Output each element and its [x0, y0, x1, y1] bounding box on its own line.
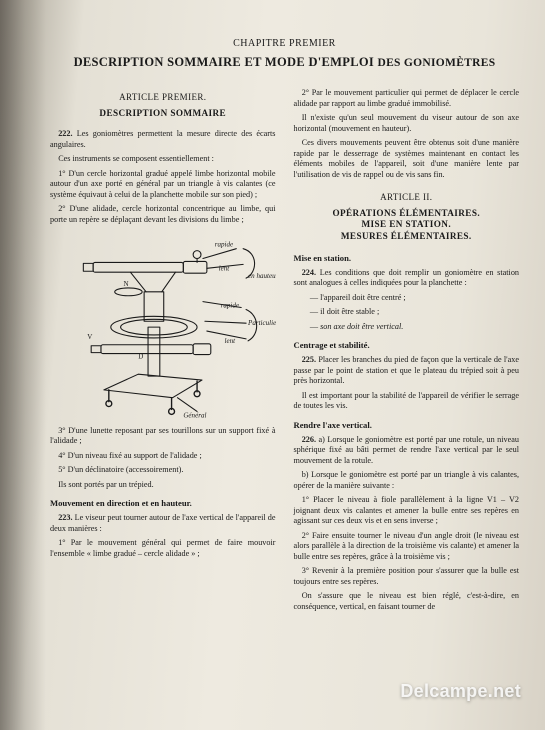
- list-item-end: Ils sont portés par un trépied.: [50, 480, 276, 491]
- para-226-end: On s'assure que le niveau est bien réglé…: [294, 591, 520, 612]
- para-225-text: Placer les branches du pied de façon que…: [294, 355, 520, 385]
- article-1-head: ARTICLE PREMIER.: [50, 92, 276, 104]
- para-single-mvt: Il n'existe qu'un seul mouvement du vise…: [294, 113, 520, 134]
- book-page: CHAPITRE PREMIER DESCRIPTION SOMMAIRE ET…: [0, 0, 545, 730]
- fig-label-rapide-2: rapide: [221, 302, 239, 310]
- subhead-mise: Mise en station.: [294, 253, 520, 264]
- li-224-1: — l'appareil doit être centré ;: [294, 293, 520, 304]
- para-223-num: 223.: [58, 513, 72, 522]
- right-column: 2° Par le mouvement particulier qui perm…: [294, 88, 520, 616]
- binding-shadow: [0, 0, 46, 730]
- para-components: Ces instruments se composent essentielle…: [50, 154, 276, 165]
- para-226-3: 3° Revenir à la première position pour s…: [294, 566, 520, 587]
- li-224-3-pre: —: [310, 322, 320, 331]
- li-224-2: — il doit être stable ;: [294, 307, 520, 318]
- para-224-text: Les conditions que doit remplir un gonio…: [294, 268, 520, 288]
- fig-label-V: V: [87, 333, 93, 341]
- article-2-line1: OPÉRATIONS ÉLÉMENTAIRES.: [294, 208, 520, 220]
- para-226-1: 1° Placer le niveau à fiole parallèlemen…: [294, 495, 520, 527]
- watermark-text: Delcampe.net: [400, 681, 521, 702]
- list-item-4: 4° D'un niveau fixé au support de l'alid…: [50, 451, 276, 462]
- list-item-1: 1° D'un cercle horizontal gradué appelé …: [50, 169, 276, 201]
- para-226a: 226. a) Lorsque le goniomètre est porté …: [294, 435, 520, 467]
- para-225-num: 225.: [302, 355, 316, 364]
- article-1-section: DESCRIPTION SOMMAIRE: [50, 108, 276, 120]
- list-item-2: 2° D'une alidade, cercle horizontal conc…: [50, 204, 276, 225]
- goniometer-figure: rapide lent en hauteur N rapide Particul…: [50, 233, 276, 419]
- para-224-num: 224.: [302, 268, 316, 277]
- para-224: 224. Les conditions que doit remplir un …: [294, 268, 520, 289]
- article-2-head: ARTICLE II.: [294, 192, 520, 204]
- fig-label-en-hauteur: en hauteur: [248, 272, 275, 280]
- subhead-rendre: Rendre l'axe vertical.: [294, 420, 520, 431]
- para-226-2: 2° Faire ensuite tourner le niveau d'un …: [294, 531, 520, 563]
- para-222: 222. Les goniomètres permettent la mesur…: [50, 129, 276, 150]
- chapter-label: CHAPITRE PREMIER: [50, 38, 519, 49]
- chapter-title: DESCRIPTION SOMMAIRE ET MODE D'EMPLOI DE…: [50, 55, 519, 70]
- li-224-3: — son axe doit être vertical.: [294, 322, 520, 333]
- para-226b: b) Lorsque le goniomètre est porté par u…: [294, 470, 520, 491]
- fig-label-lent-2: lent: [225, 337, 237, 345]
- left-column: ARTICLE PREMIER. DESCRIPTION SOMMAIRE 22…: [50, 88, 276, 616]
- fig-label-N: N: [124, 280, 129, 288]
- fig-label-lent-1: lent: [219, 265, 231, 273]
- para-225: 225. Placer les branches du pied de faço…: [294, 355, 520, 387]
- para-223-text: Le viseur peut tourner autour de l'axe v…: [50, 513, 276, 533]
- para-226a-text: a) Lorsque le goniomètre est porté par u…: [294, 435, 520, 465]
- title-tail: DES GONIOMÈTRES: [377, 57, 495, 69]
- fig-label-particulier: Particulier: [247, 319, 275, 327]
- subhead-mouvement: Mouvement en direction et en hauteur.: [50, 498, 276, 509]
- para-222-num: 222.: [58, 129, 72, 138]
- fig-label-rapide-1: rapide: [215, 241, 233, 249]
- subhead-centrage: Centrage et stabilité.: [294, 340, 520, 351]
- para-226-num: 226.: [302, 435, 316, 444]
- fig-label-D: D: [138, 353, 143, 361]
- two-column-body: ARTICLE PREMIER. DESCRIPTION SOMMAIRE 22…: [50, 88, 519, 616]
- para-223-1: 1° Par le mouvement général qui permet d…: [50, 538, 276, 559]
- fig-label-general: Général: [183, 412, 206, 420]
- para-top-2: 2° Par le mouvement particulier qui perm…: [294, 88, 520, 109]
- article-2-line2: MISE EN STATION.: [294, 219, 520, 231]
- para-223: 223. Le viseur peut tourner autour de l'…: [50, 513, 276, 534]
- list-item-3: 3° D'une lunette reposant par ses touril…: [50, 426, 276, 447]
- list-item-5: 5° D'un déclinatoire (accessoirement).: [50, 465, 276, 476]
- li-224-3-ital: son axe doit être vertical.: [320, 322, 403, 331]
- para-225b: Il est important pour la stabilité de l'…: [294, 391, 520, 412]
- para-222-text: Les goniomètres permettent la mesure dir…: [50, 129, 276, 149]
- para-divers: Ces divers mouvements peuvent être obten…: [294, 138, 520, 180]
- article-2-line3: MESURES ÉLÉMENTAIRES.: [294, 231, 520, 243]
- title-main: DESCRIPTION SOMMAIRE ET MODE D'EMPLOI: [74, 55, 374, 69]
